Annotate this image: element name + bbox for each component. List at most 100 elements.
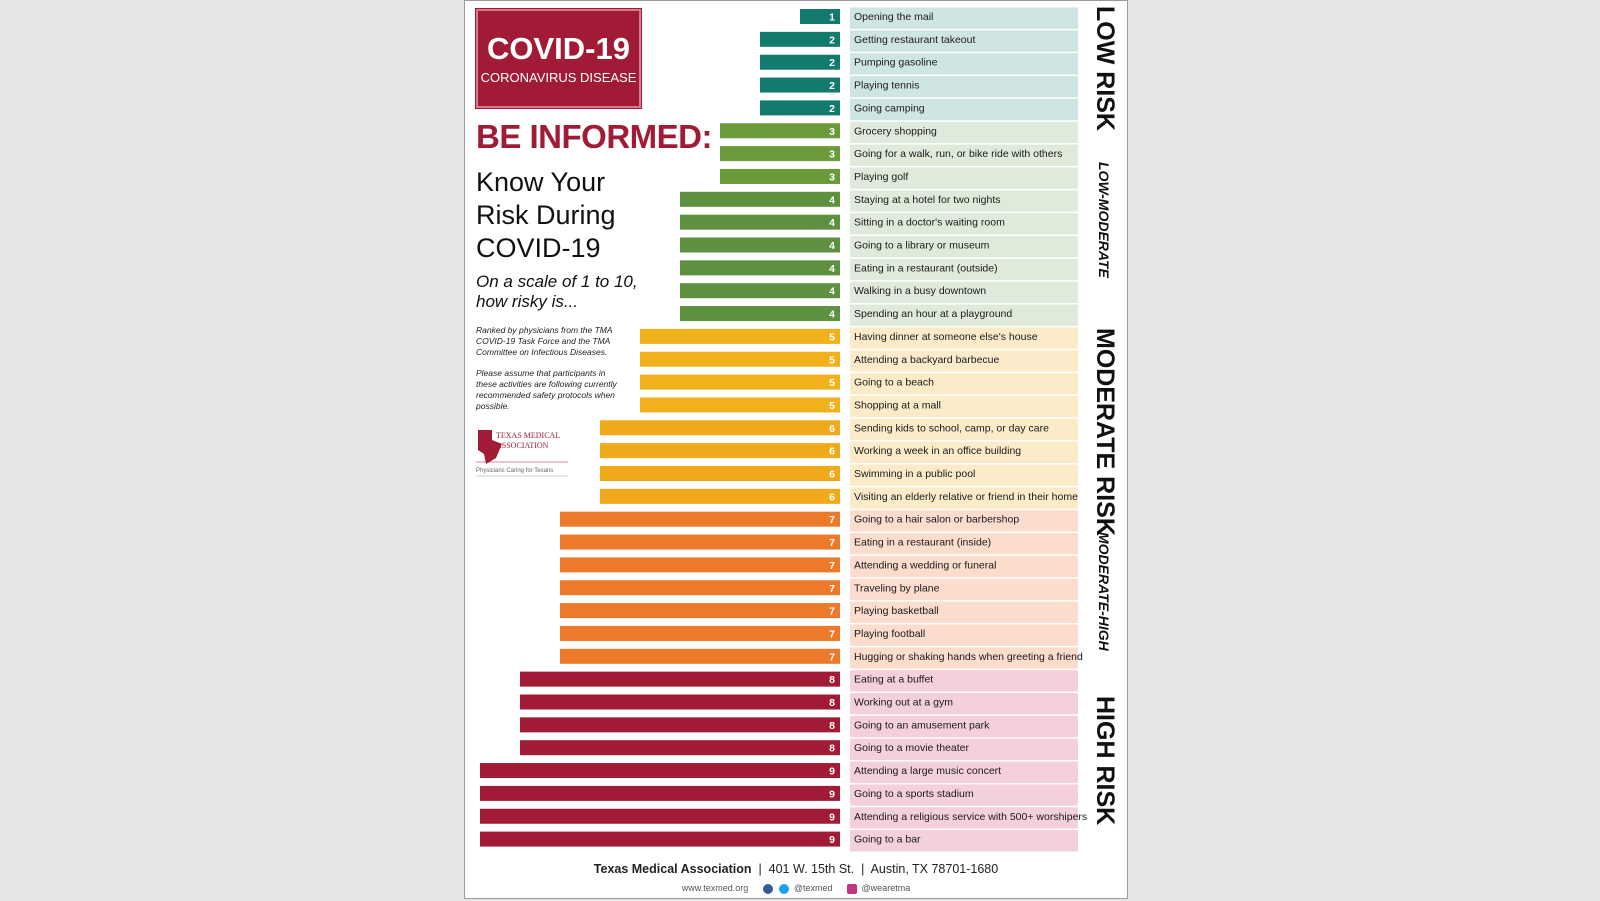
activity-band [850, 624, 1078, 646]
activity-label: Playing tennis [854, 80, 919, 92]
activity-band [850, 647, 1078, 669]
activity-label: Traveling by plane [854, 582, 940, 594]
risk-bar [680, 237, 840, 253]
activity-band [850, 281, 1078, 304]
bar-value-label: 1 [829, 12, 835, 24]
activity-label: Hugging or shaking hands when greeting a… [854, 651, 1083, 663]
activity-label: Going to a hair salon or barbershop [854, 514, 1019, 526]
bar-value-label: 7 [829, 606, 835, 618]
activity-band [850, 98, 1078, 121]
activity-band [850, 373, 1078, 395]
activity-label: Visiting an elderly relative or friend i… [854, 491, 1078, 503]
activity-band [850, 395, 1078, 418]
activity-label: Getting restaurant takeout [854, 34, 975, 46]
tma-logo: TEXAS MEDICAL ASSOCIATION Physicians Car… [476, 430, 568, 477]
activity-band [850, 30, 1078, 52]
activity-label: Playing golf [854, 171, 908, 183]
activity-label: Attending a religious service with 500+ … [854, 811, 1087, 823]
bar-value-label: 9 [829, 788, 835, 800]
instagram-icon[interactable] [847, 883, 858, 894]
activity-label: Going to a bar [854, 834, 921, 846]
activity-label: Sending kids to school, camp, or day car… [854, 422, 1049, 434]
bar-value-label: 7 [829, 583, 835, 595]
risk-bar [640, 374, 840, 390]
footer-address: 401 W. 15th St. [768, 862, 855, 876]
facebook-icon[interactable] [762, 883, 773, 894]
bar-value-label: 5 [829, 377, 835, 389]
footer-handle-1[interactable]: @texmed [793, 883, 833, 893]
risk-bar [560, 580, 840, 596]
bar-value-label: 6 [829, 423, 835, 435]
risk-bar [680, 214, 840, 230]
bar-value-label: 2 [829, 103, 835, 115]
footer-org: Texas Medical Association [593, 862, 752, 876]
bar-value-label: 4 [829, 240, 835, 252]
risk-bar [480, 763, 840, 779]
activity-label: Attending a wedding or funeral [854, 559, 996, 571]
risk-bar [680, 283, 840, 299]
bar-value-label: 9 [829, 834, 835, 846]
bar-value-label: 5 [829, 354, 835, 366]
ranking-note: Ranked by physicians from the TMA COVID-… [476, 325, 613, 357]
activity-label: Attending a large music concert [854, 765, 1001, 777]
bar-value-label: 4 [829, 217, 835, 229]
side-label-moderate: MODERATE RISK [1091, 328, 1119, 536]
risk-bar [520, 717, 840, 733]
bar-value-label: 4 [829, 263, 835, 275]
activity-label: Having dinner at someone else's house [854, 331, 1038, 343]
activity-label: Playing basketball [854, 605, 939, 617]
risk-bar [560, 534, 840, 550]
activity-band [850, 601, 1078, 623]
activity-band [850, 715, 1078, 738]
activity-band [850, 190, 1078, 212]
activity-label: Going camping [854, 102, 925, 114]
risk-bar [560, 625, 840, 641]
bar-value-label: 5 [829, 400, 835, 412]
risk-bar [720, 168, 840, 184]
activity-band [850, 304, 1078, 326]
risk-bar [520, 671, 840, 687]
activity-band [850, 487, 1078, 509]
headline: BE INFORMED: [476, 118, 713, 155]
footer-links: www.texmed.org @texmed @wearetma [464, 883, 1128, 894]
activity-label: Walking in a busy downtown [854, 285, 986, 297]
twitter-icon[interactable] [779, 883, 790, 894]
risk-bar [480, 785, 840, 801]
activity-label: Eating in a restaurant (outside) [854, 262, 998, 274]
risk-bar [560, 557, 840, 573]
activity-band [850, 144, 1078, 166]
subhead: Know Your Risk During COVID-19 [476, 167, 616, 263]
activity-band [850, 350, 1078, 372]
bar-value-label: 7 [829, 560, 835, 572]
activity-label: Swimming in a public pool [854, 468, 975, 480]
activity-band [850, 167, 1078, 189]
footer-sep-1: | [754, 862, 769, 876]
bar-value-label: 7 [829, 651, 835, 663]
activity-label: Grocery shopping [854, 125, 937, 137]
activity-band [850, 213, 1078, 235]
risk-bar [600, 466, 840, 481]
risk-bar [720, 123, 840, 139]
bar-value-label: 4 [829, 286, 835, 298]
risk-bar [480, 808, 840, 824]
risk-bar [600, 420, 840, 436]
activity-label: Going to an amusement park [854, 719, 990, 731]
risk-bar [760, 100, 840, 116]
activity-label: Working a week in an office building [854, 445, 1021, 457]
bar-value-label: 9 [829, 811, 835, 823]
risk-bar [520, 740, 840, 756]
logo-line1: TEXAS MEDICAL [496, 431, 560, 440]
risk-bar [640, 328, 840, 344]
bar-value-label: 6 [829, 446, 835, 458]
bar-value-label: 9 [829, 766, 835, 778]
activity-band [850, 807, 1078, 829]
risk-bar [720, 146, 840, 162]
risk-bar [680, 306, 840, 322]
footer-handle-2[interactable]: @wearetma [861, 883, 911, 893]
activity-band [850, 761, 1078, 783]
activity-band [850, 578, 1078, 601]
footer-website[interactable]: www.texmed.org [681, 883, 749, 893]
activity-band [850, 738, 1078, 761]
logo-line2: ASSOCIATION [496, 441, 549, 450]
bar-value-label: 7 [829, 514, 835, 526]
